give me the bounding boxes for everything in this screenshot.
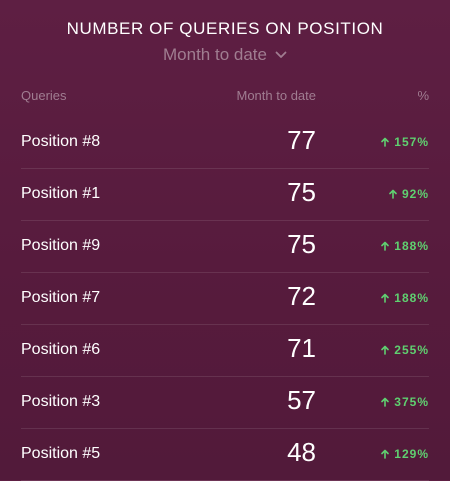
period-selector[interactable]: Month to date <box>0 45 450 65</box>
row-change-value: 129% <box>394 447 429 461</box>
column-header-percent: % <box>417 88 429 103</box>
arrow-up-icon <box>389 188 397 202</box>
row-change-value: 157% <box>394 135 429 149</box>
arrow-up-icon <box>381 136 390 150</box>
row-change-value: 188% <box>394 291 429 305</box>
table-row: Position #9 75 188% <box>21 221 429 273</box>
row-change: 92% <box>389 187 429 202</box>
row-change-value: 92% <box>401 187 429 201</box>
row-value: 57 <box>287 385 316 415</box>
row-value: 77 <box>287 125 316 155</box>
arrow-up-icon <box>381 344 390 358</box>
row-label: Position #9 <box>21 237 101 254</box>
row-value: 71 <box>287 333 316 363</box>
arrow-up-icon <box>381 240 390 254</box>
row-value: 48 <box>287 437 316 467</box>
table-body: Position #8 77 157% Position #1 75 92% P… <box>0 117 450 481</box>
row-label: Position #1 <box>21 185 101 202</box>
table-row: Position #6 71 255% <box>21 325 429 377</box>
row-change: 188% <box>381 291 429 306</box>
widget-title: NUMBER OF QUERIES ON POSITION <box>66 19 384 38</box>
row-label: Position #7 <box>21 289 101 306</box>
arrow-up-icon <box>381 396 390 410</box>
row-value: 75 <box>287 177 316 207</box>
chevron-down-icon <box>275 44 287 64</box>
table-row: Position #7 72 188% <box>21 273 429 325</box>
table-header: Queries Month to date % <box>0 88 450 106</box>
arrow-up-icon <box>381 292 390 306</box>
arrow-up-icon <box>381 448 390 462</box>
column-header-queries: Queries <box>21 88 67 103</box>
row-label: Position #3 <box>21 393 101 410</box>
table-row: Position #3 57 375% <box>21 377 429 429</box>
row-change: 255% <box>381 343 429 358</box>
row-change-value: 188% <box>394 239 429 253</box>
row-value: 75 <box>287 229 316 259</box>
row-change: 188% <box>381 239 429 254</box>
period-selector-label: Month to date <box>163 45 267 64</box>
row-label: Position #8 <box>21 133 101 150</box>
row-change: 157% <box>381 135 429 150</box>
column-header-month-to-date: Month to date <box>236 88 317 103</box>
row-label: Position #6 <box>21 341 101 358</box>
row-change: 375% <box>381 395 429 410</box>
row-value: 72 <box>287 281 316 311</box>
row-change-value: 375% <box>394 395 429 409</box>
table-row: Position #5 48 129% <box>21 429 429 481</box>
table-row: Position #8 77 157% <box>21 117 429 169</box>
row-label: Position #5 <box>21 445 101 462</box>
row-change: 129% <box>381 447 429 462</box>
table-row: Position #1 75 92% <box>21 169 429 221</box>
row-change-value: 255% <box>394 343 429 357</box>
